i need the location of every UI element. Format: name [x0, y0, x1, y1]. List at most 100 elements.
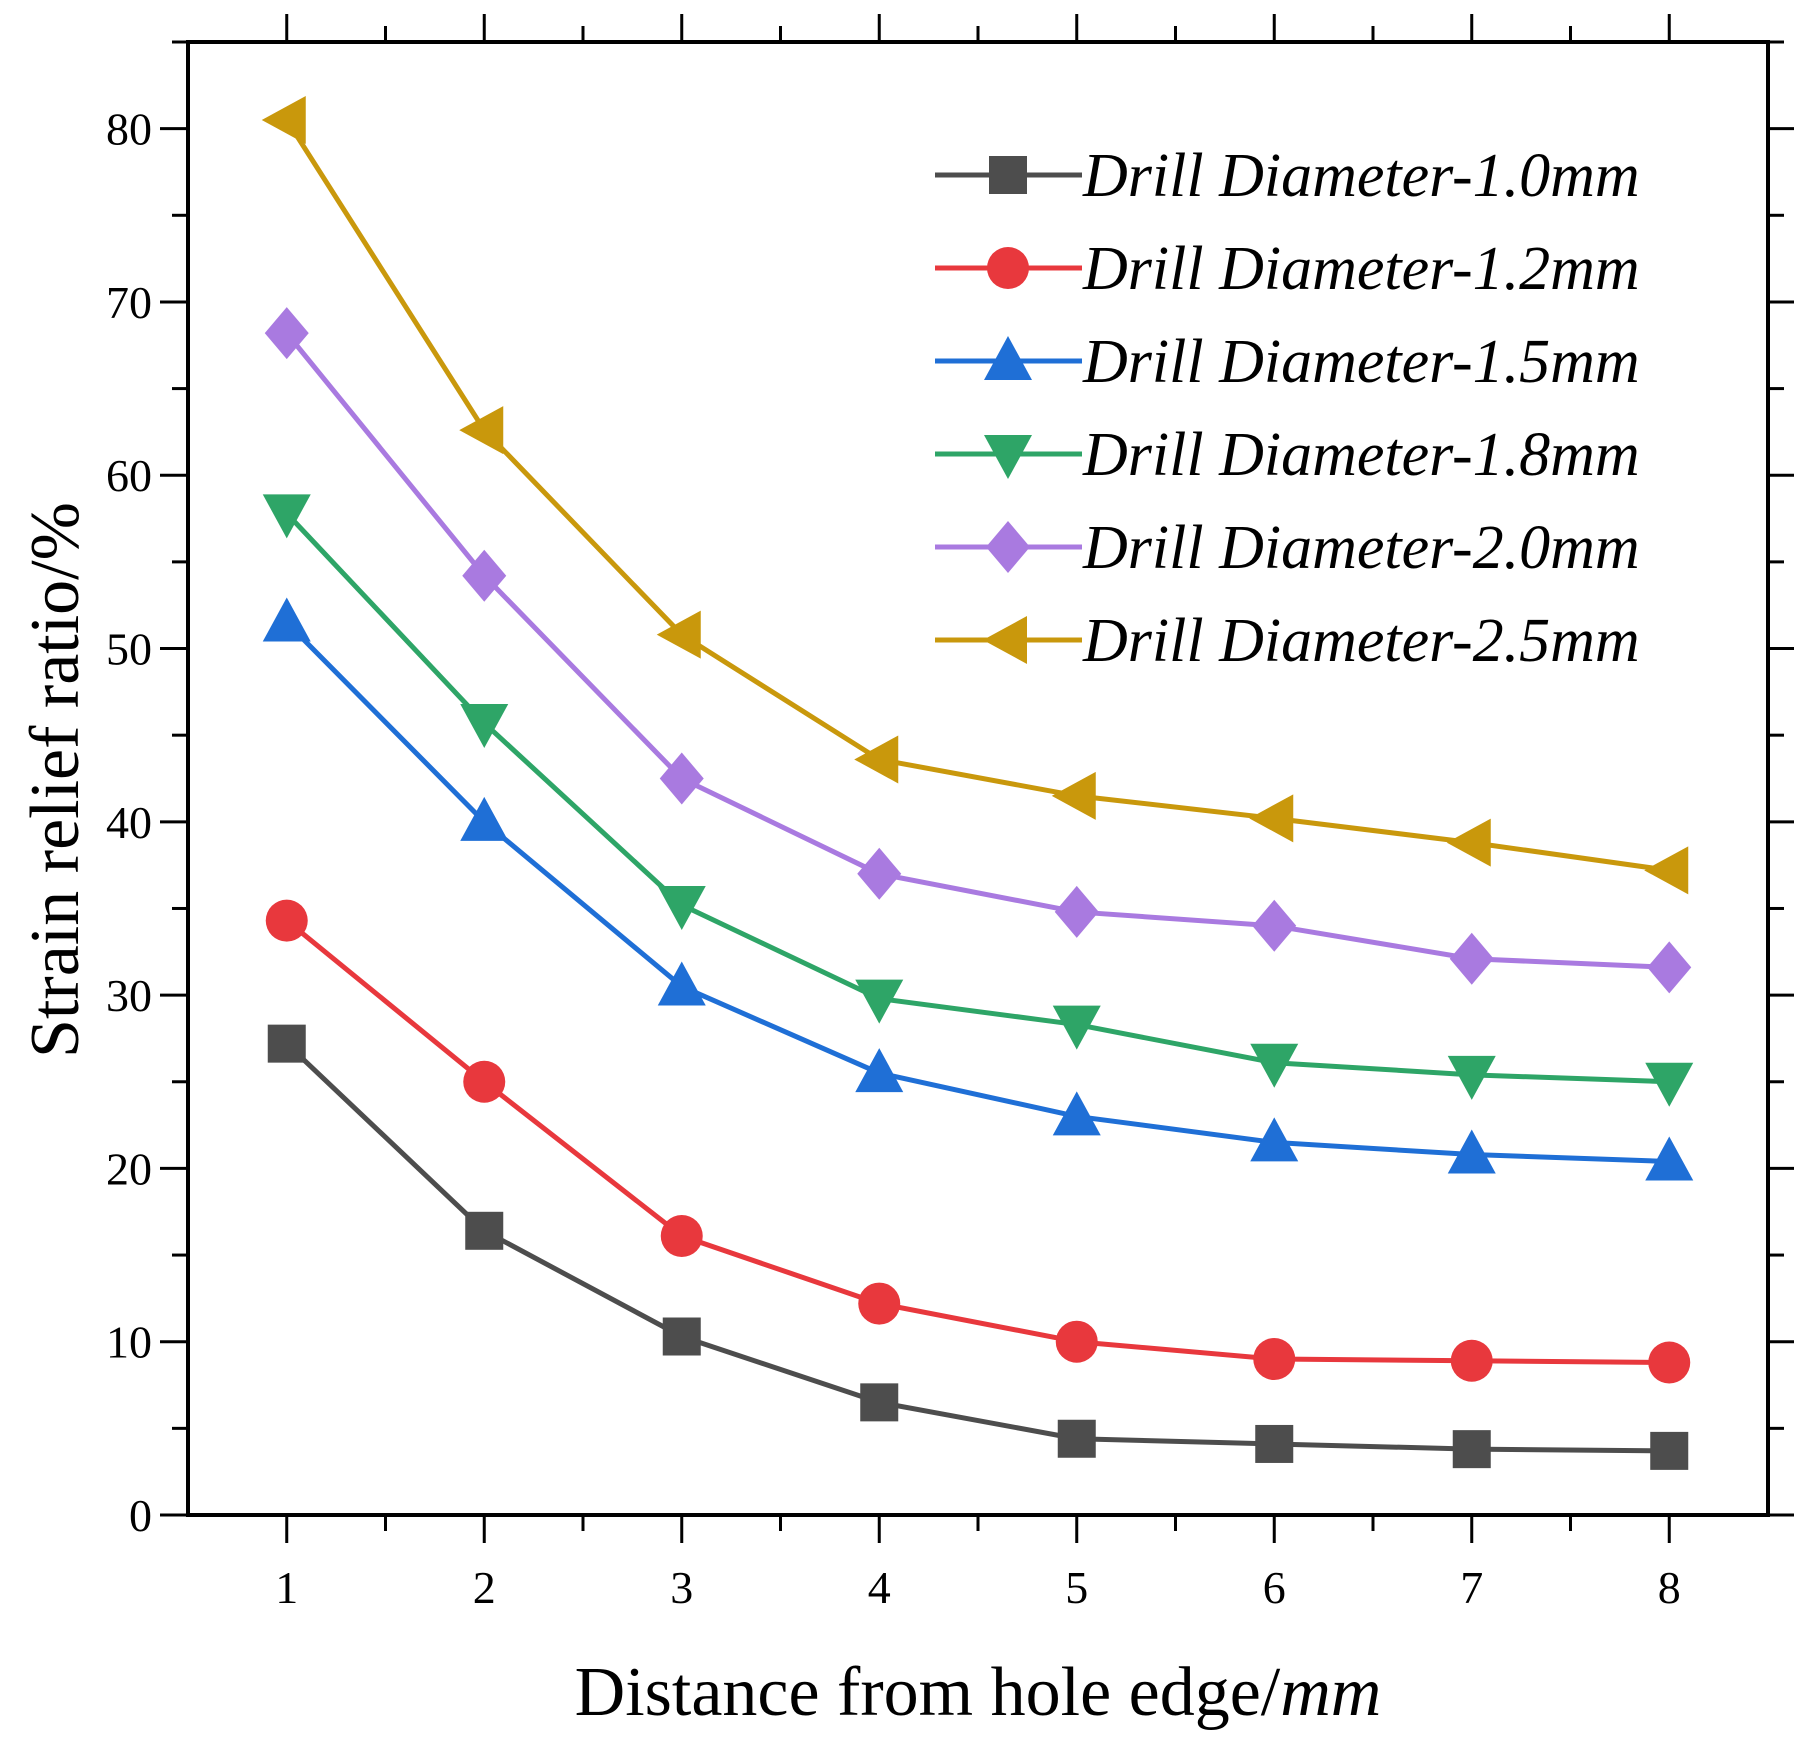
data-point [1054, 885, 1099, 938]
legend-marker [989, 156, 1027, 194]
x-axis-title-unit: mm [1280, 1654, 1381, 1731]
data-point [657, 961, 706, 1006]
data-point [462, 549, 507, 602]
series-line [285, 918, 1670, 1365]
data-point [460, 704, 509, 749]
data-point [262, 494, 311, 539]
y-tick-label: 80 [106, 104, 152, 155]
data-point [264, 307, 309, 360]
y-tick-label: 60 [106, 450, 152, 501]
data-point [267, 1024, 306, 1063]
series-line [284, 511, 1670, 1085]
data-point [261, 95, 306, 144]
legend-item: Drill Diameter-1.2mm [935, 235, 1640, 303]
data-point [855, 979, 904, 1024]
data-point [1255, 1424, 1294, 1463]
legend-label: Drill Diameter-2.0mm [1082, 514, 1640, 582]
y-tick-label: 0 [129, 1490, 152, 1541]
data-point [1052, 1005, 1101, 1050]
legend-item: Drill Diameter-1.5mm [935, 328, 1640, 396]
data-point [459, 406, 504, 455]
legend-item: Drill Diameter-2.5mm [935, 607, 1640, 675]
legend-marker [986, 521, 1030, 573]
data-point [465, 1211, 504, 1250]
x-axis-title-text: Distance from hole edge/ [575, 1654, 1281, 1731]
series-2 [265, 899, 1691, 1384]
legend-marker [983, 616, 1027, 664]
series-line [284, 620, 1670, 1164]
legend-label: Drill Diameter-2.5mm [1082, 607, 1640, 675]
data-point [1447, 1055, 1496, 1100]
series-6 [261, 95, 1689, 895]
data-point [265, 899, 308, 942]
x-tick-label: 6 [1263, 1562, 1286, 1613]
legend-label: Drill Diameter-1.0mm [1082, 142, 1640, 210]
y-axis-title: Strain relief ratio/% [17, 502, 94, 1058]
data-point [1057, 1419, 1096, 1458]
data-point [262, 597, 311, 642]
data-point [1249, 794, 1294, 843]
series-line [284, 331, 1670, 970]
data-point [659, 752, 704, 805]
data-point [1645, 1136, 1694, 1181]
y-tick-label: 50 [106, 624, 152, 675]
data-point [855, 1048, 904, 1093]
x-axis-ticks: 1 2 3 4 5 6 7 8 [275, 14, 1681, 1613]
data-point [1052, 1091, 1101, 1136]
y-axis-ticks: 0 10 20 30 40 50 60 70 80 [106, 40, 1794, 1541]
legend-item: Drill Diameter-2.0mm [935, 514, 1640, 582]
y-tick-label: 20 [106, 1143, 152, 1194]
legend-label: Drill Diameter-1.5mm [1082, 328, 1640, 396]
data-point [860, 1383, 899, 1422]
data-point [1051, 771, 1096, 820]
y-tick-label: 10 [106, 1317, 152, 1368]
x-tick-label: 2 [473, 1562, 496, 1613]
series-3 [262, 597, 1694, 1181]
y-tick-label: 30 [106, 970, 152, 1021]
data-point [1250, 1043, 1299, 1088]
data-point [1647, 941, 1692, 994]
x-tick-label: 7 [1460, 1562, 1483, 1613]
data-point [1446, 818, 1491, 867]
series-5 [264, 307, 1692, 994]
data-point [1648, 1341, 1691, 1384]
data-point [1449, 932, 1494, 985]
series-line [284, 118, 1670, 873]
legend-marker [984, 435, 1032, 479]
x-tick-label: 5 [1065, 1562, 1088, 1613]
data-point [460, 796, 509, 841]
legend-label: Drill Diameter-1.2mm [1082, 235, 1640, 303]
series-layer [261, 95, 1694, 1470]
legend-item: Drill Diameter-1.0mm [935, 142, 1640, 210]
data-point [463, 1060, 506, 1103]
data-point [656, 610, 701, 659]
data-point [1250, 1117, 1299, 1162]
x-tick-label: 8 [1658, 1562, 1681, 1613]
x-tick-label: 3 [670, 1562, 693, 1613]
data-point [662, 1317, 701, 1356]
x-tick-label: 4 [868, 1562, 891, 1613]
y-tick-label: 70 [106, 277, 152, 328]
data-point [1252, 899, 1297, 952]
series-1 [267, 1024, 1689, 1470]
data-point [1645, 1062, 1694, 1107]
legend-label: Drill Diameter-1.8mm [1082, 421, 1640, 489]
data-point [858, 1282, 901, 1325]
data-point [1644, 846, 1689, 895]
legend: Drill Diameter-1.0mm Drill Diameter-1.2mm… [935, 142, 1640, 675]
legend-marker [987, 247, 1029, 289]
data-point [1450, 1339, 1493, 1382]
y-tick-label: 40 [106, 797, 152, 848]
data-point [857, 847, 902, 900]
legend-item: Drill Diameter-1.8mm [935, 421, 1640, 489]
series-4 [262, 494, 1694, 1107]
legend-marker [984, 336, 1032, 380]
x-tick-label: 1 [275, 1562, 298, 1613]
data-point [1253, 1338, 1296, 1381]
x-axis-title: Distance from hole edge/mm [575, 1654, 1382, 1731]
data-point [1447, 1129, 1496, 1174]
data-point [1650, 1431, 1689, 1470]
data-point [854, 735, 899, 784]
data-point [1452, 1430, 1491, 1469]
